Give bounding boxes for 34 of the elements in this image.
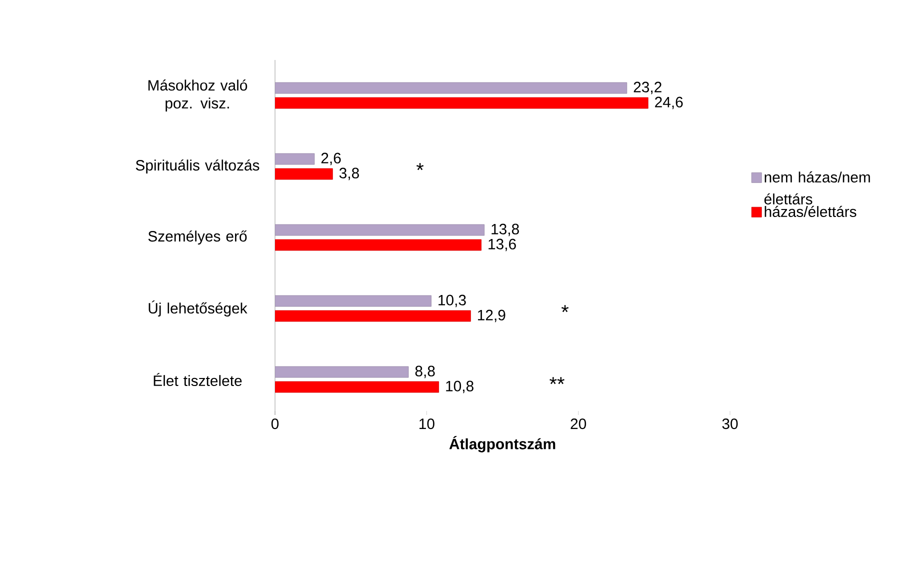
bar xyxy=(275,82,628,94)
data-label: 12,9 xyxy=(478,310,506,322)
bar xyxy=(275,224,485,236)
bar xyxy=(275,97,648,109)
y-tick-label: Élet tisztelete xyxy=(154,372,242,386)
bar xyxy=(275,239,482,251)
y-tick-label: Új lehetőségek xyxy=(148,300,248,317)
y-tick-label: Másokhoz való poz. visz. xyxy=(148,79,248,112)
y-tick-label: Személyes erő xyxy=(148,230,247,245)
x-tick-label: 10 xyxy=(420,418,434,430)
x-tick-label: 20 xyxy=(570,418,586,430)
data-label: 24,6 xyxy=(655,96,683,110)
data-label: 13,6 xyxy=(488,238,516,252)
data-label: 8,8 xyxy=(415,366,435,378)
bar xyxy=(275,310,471,322)
legend-label: házas/élettárs xyxy=(764,206,856,218)
data-label: 13,8 xyxy=(492,224,519,236)
bar xyxy=(275,366,409,378)
data-label: 10,8 xyxy=(446,380,474,394)
data-label: 23,2 xyxy=(634,82,662,94)
bar xyxy=(275,295,432,307)
x-tick-label: 0 xyxy=(271,418,279,430)
data-label: 3,8 xyxy=(339,168,359,180)
legend-label: nem házas/nem élettárs xyxy=(764,171,870,204)
bar xyxy=(275,381,440,393)
bar xyxy=(275,168,333,180)
x-tick-label: 30 xyxy=(722,418,738,430)
annotation: * xyxy=(416,163,424,170)
annotation: ** xyxy=(550,377,564,384)
x-axis-title: Átlagpontszám xyxy=(449,436,556,452)
y-tick-label: Spirituális változás xyxy=(136,159,260,174)
data-label: 2,6 xyxy=(321,152,341,166)
data-label: 10,3 xyxy=(438,294,466,308)
annotation: * xyxy=(561,305,569,312)
